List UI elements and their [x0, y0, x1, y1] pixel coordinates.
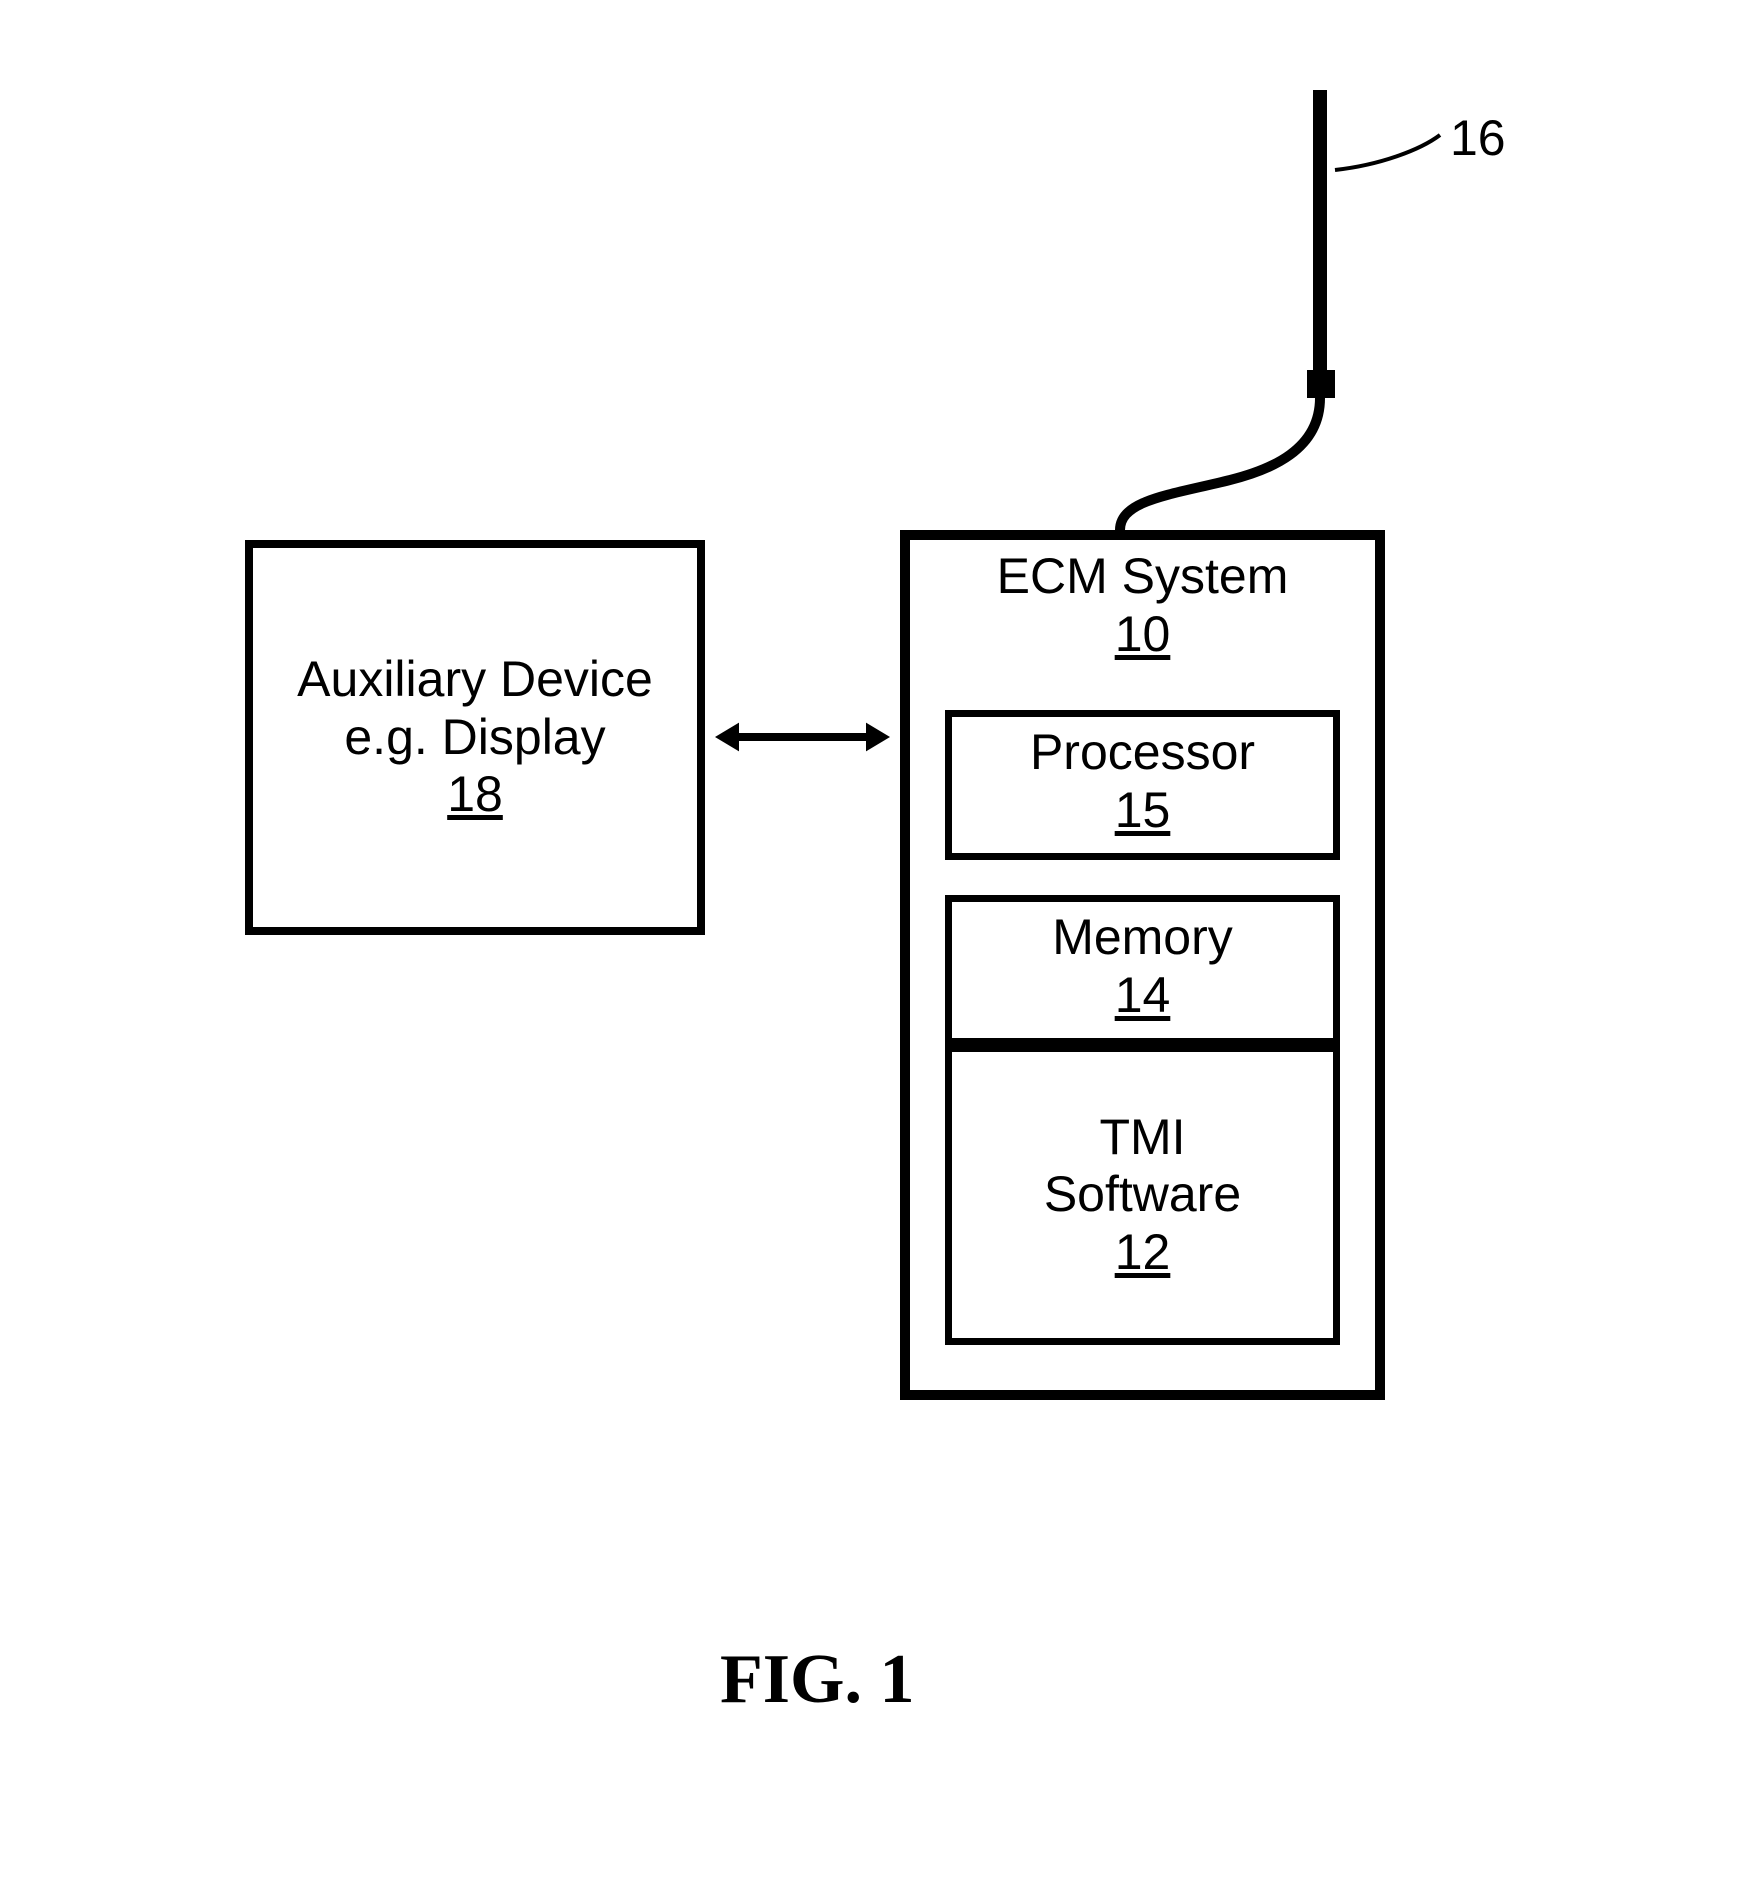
antenna-ref: 16	[1450, 110, 1506, 168]
diagram-svg	[0, 0, 1751, 1902]
figure-caption: FIG. 1	[720, 1640, 914, 1720]
